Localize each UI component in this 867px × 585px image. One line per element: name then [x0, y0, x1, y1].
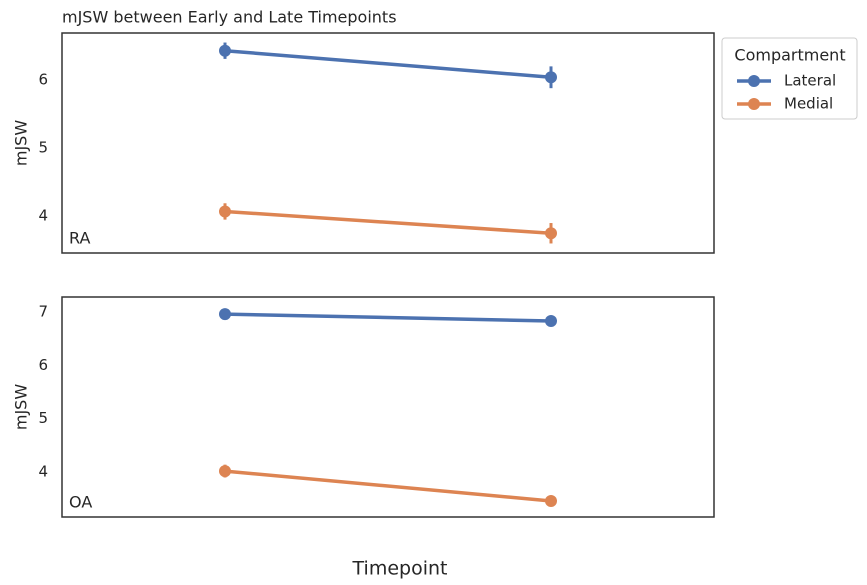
x-axis-label: Timepoint: [352, 558, 448, 580]
chart-title: mJSW between Early and Late Timepoints: [62, 8, 397, 27]
panel-label: RA: [69, 229, 90, 248]
point-marker: [219, 44, 231, 57]
point-marker: [219, 465, 231, 478]
series-line: [224, 48, 552, 80]
series-line: [224, 209, 552, 235]
legend-marker: [748, 75, 760, 87]
legend-title: Compartment: [734, 46, 845, 65]
panel-label: OA: [69, 493, 92, 512]
y-tick-label: 4: [38, 463, 48, 481]
y-axis-label: mJSW: [12, 384, 31, 430]
legend-label: Lateral: [784, 72, 836, 90]
point-marker: [545, 227, 557, 240]
y-tick-label: 5: [38, 409, 48, 427]
y-tick-label: 7: [38, 302, 48, 320]
series-line: [224, 469, 552, 503]
point-marker: [545, 494, 557, 507]
plot-frame: [61, 32, 715, 254]
point-marker: [545, 315, 557, 328]
y-tick-label: 4: [38, 207, 48, 225]
y-tick-label: 6: [38, 70, 48, 88]
legend-marker: [748, 98, 760, 110]
y-axis-label: mJSW: [12, 120, 31, 166]
y-tick-label: 6: [38, 356, 48, 374]
point-marker: [219, 308, 231, 321]
legend-label: Medial: [784, 95, 833, 113]
plot-frame: [61, 296, 715, 518]
point-marker: [219, 205, 231, 218]
point-marker: [545, 71, 557, 84]
y-tick-label: 5: [38, 139, 48, 157]
series-line: [224, 312, 552, 323]
